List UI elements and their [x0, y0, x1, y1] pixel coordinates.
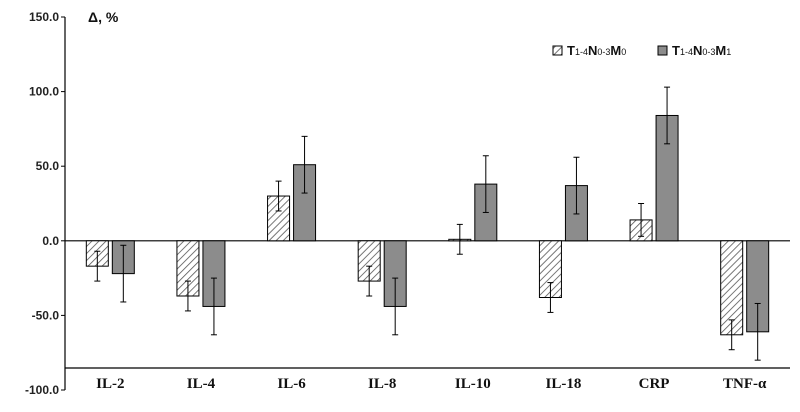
y-axis-label: Δ, % [88, 9, 119, 25]
legend-label-part: 0 [621, 47, 626, 57]
legend-label-part: T [567, 43, 575, 58]
category-label: IL-10 [455, 376, 491, 392]
legend-label-part: 1-4 [575, 47, 588, 57]
legend-label-part: 0-3 [597, 47, 610, 57]
category-labels: IL-2 IL-4 IL-6 IL-8 IL-10 IL-18 CRP TNF-α [96, 376, 767, 392]
legend-label: T1-4N0-3M1 [672, 43, 731, 58]
x-axis [65, 240, 790, 369]
legend-label-part: N [693, 43, 702, 58]
y-tick-label: 100.0 [29, 85, 59, 99]
category-label: TNF-α [723, 376, 767, 392]
legend-label-part: T [672, 43, 680, 58]
legend-label-part: 1 [726, 47, 731, 57]
bars [85, 86, 770, 361]
legend-label-part: N [588, 43, 597, 58]
legend-label-part: 1-4 [680, 47, 693, 57]
legend-label-part: M [715, 43, 726, 58]
y-tick-label: 50.0 [36, 159, 60, 173]
category-label: IL-4 [187, 376, 216, 392]
y-tick-label: 150.0 [29, 10, 59, 24]
legend-label: T1-4N0-3M0 [567, 43, 626, 58]
y-axis: 150.0 100.0 50.0 0.0 -50.0 -100.0 [25, 10, 66, 397]
legend-label-part: M [610, 43, 621, 58]
legend-swatch [657, 45, 668, 56]
category-label: IL-8 [368, 376, 396, 392]
y-tick-label: -50.0 [32, 308, 60, 322]
category-label: IL-2 [96, 376, 124, 392]
category-label: CRP [639, 376, 670, 392]
category-label: IL-18 [546, 376, 582, 392]
y-tick-label: 0.0 [42, 234, 59, 248]
legend: T1-4N0-3M0 T1-4N0-3M1 [552, 43, 731, 58]
legend-label-part: 0-3 [702, 47, 715, 57]
category-label: IL-6 [277, 376, 306, 392]
legend-swatch [552, 45, 563, 56]
y-tick-label: -100.0 [25, 383, 59, 397]
